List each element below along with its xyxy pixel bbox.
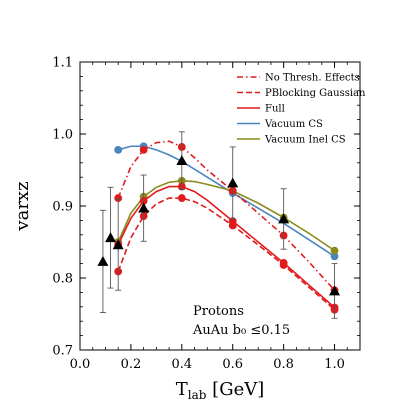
data-point-pblocking-gaussian [177, 194, 186, 202]
data-point-vacuum-inel-cs [330, 246, 339, 255]
experimental-point [278, 213, 290, 224]
experimental-point [105, 232, 117, 243]
x-axis-title: Tlab [GeV] [176, 379, 265, 402]
y-tick-label: 0.9 [52, 200, 73, 215]
axis-ticks: 0.0 0.2 0.4 0.6 0.8 1.0 0.7 0.8 0.9 1.0 1.1 [52, 56, 361, 372]
data-point-vacuum-cs [114, 145, 123, 154]
x-tick-label: 1.0 [324, 357, 345, 372]
y-tick-label: 0.8 [52, 272, 73, 287]
experimental-point [112, 239, 124, 250]
plot-area [97, 131, 341, 319]
series-line-full [117, 185, 336, 309]
experimental-point [138, 202, 150, 213]
legend: No Thresh. Effects PBlocking Gaussian Full… [237, 73, 366, 146]
x-tick-label: 0.6 [222, 357, 243, 372]
data-point-no-thresh-effects [139, 145, 148, 154]
legend-label-vacuum-cs: Vacuum CS [264, 119, 323, 130]
y-axis-title: varxz [12, 181, 33, 231]
y-tick-label: 1.1 [52, 56, 73, 71]
data-point-vacuum-cs [330, 252, 339, 261]
annotation-particle: Protons [193, 304, 244, 319]
experimental-point [329, 285, 341, 296]
data-point-full [279, 258, 288, 267]
legend-label-no-thresh-effects: No Thresh. Effects [265, 73, 360, 84]
x-tick-label: 0.8 [273, 357, 294, 372]
data-point-no-thresh-effects [114, 194, 123, 202]
x-tick-label: 0.0 [70, 357, 91, 372]
experimental-point [176, 155, 188, 166]
legend-label-full: Full [265, 104, 285, 115]
experimental-point [227, 177, 239, 188]
y-tick-label: 1.0 [52, 128, 73, 143]
series-line-vacuum-cs [117, 145, 335, 258]
legend-label-vacuum-inel-cs: Vacuum Inel CS [264, 135, 346, 146]
y-tick-label: 0.7 [52, 344, 73, 359]
x-tick-label: 0.4 [171, 357, 192, 372]
annotation-system: AuAu b₀ ≤0.15 [192, 323, 290, 338]
legend-label-pblocking-gaussian: PBlocking Gaussian [265, 88, 366, 99]
experimental-point [97, 255, 109, 266]
x-tick-label: 0.2 [121, 357, 142, 372]
